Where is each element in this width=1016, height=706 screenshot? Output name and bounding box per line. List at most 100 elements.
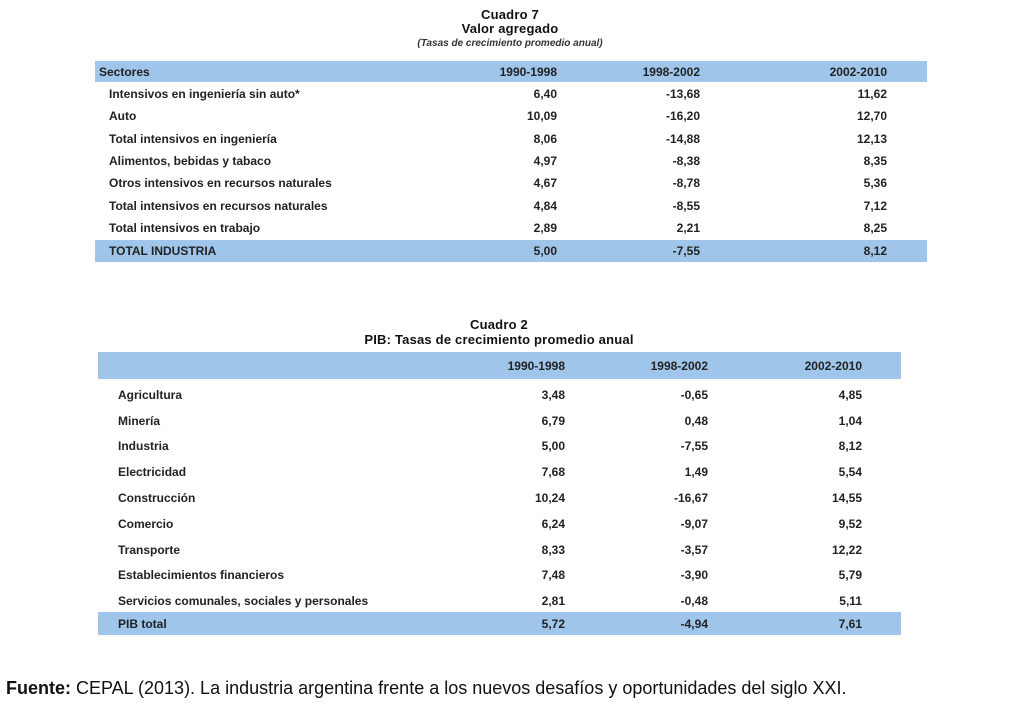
cell-value: 1998-2002 [650, 358, 708, 373]
cell-value: -0,65 [680, 387, 708, 402]
table1-subtitle: Valor agregado [461, 21, 559, 36]
table-row: Agricultura 3,48 -0,65 4,85 [98, 382, 901, 408]
cell-value: 6,40 [533, 87, 557, 102]
cell-value: -0,48 [680, 594, 708, 609]
cell-value: 5,36 [863, 176, 887, 191]
row-label: Sectores [99, 64, 150, 79]
table-row: Alimentos, bebidas y tabaco 4,97 -8,38 8,35 [95, 150, 927, 172]
table1-title: Cuadro 7 [481, 7, 539, 22]
table-row: Servicios comunales, sociales y personal… [98, 588, 901, 614]
cell-value: 10,24 [534, 491, 565, 506]
cell-value: 7,61 [838, 616, 862, 631]
cell-value: -14,88 [665, 131, 700, 146]
cell-value: 1990-1998 [499, 64, 557, 79]
cell-value: -7,55 [680, 439, 708, 454]
cell-value: 1,04 [838, 413, 862, 428]
cell-value: 5,54 [838, 465, 862, 480]
row-label: Alimentos, bebidas y tabaco [109, 154, 272, 169]
table-row: Establecimientos financieros 7,48 -3,90 5,7… [98, 563, 901, 589]
cell-value: 6,24 [541, 516, 565, 531]
cell-value: -3,90 [680, 568, 708, 583]
cell-value: 9,52 [838, 516, 862, 531]
table-row: Auto 10,09 -16,20 12,70 [95, 105, 927, 127]
total-row: TOTAL INDUSTRIA 5,00 -7,55 8,12 [95, 240, 927, 262]
cell-value: 11,62 [857, 87, 887, 102]
cell-value: 1990-1998 [507, 358, 565, 373]
cell-value: -3,57 [680, 542, 708, 557]
row-label: Otros intensivos en recursos naturales [109, 176, 332, 191]
cell-value: 3,48 [541, 387, 565, 402]
cell-value: -8,55 [672, 198, 700, 213]
cell-value: -16,20 [665, 109, 700, 124]
table-row: Construcción 10,24 -16,67 14,55 [98, 485, 901, 511]
cell-value: 2,89 [533, 220, 557, 235]
table-row: Total intensivos en recursos naturales 4,… [95, 195, 927, 217]
row-label: TOTAL INDUSTRIA [109, 244, 217, 258]
table2: 1990-1998 1998-2002 2002-2010 Agricultura 3,… [98, 352, 901, 636]
table1: Sectores 1990-1998 1998-2002 2002-2010 Inten… [95, 61, 927, 263]
cell-value: 8,12 [863, 244, 887, 258]
cell-value: 8,35 [863, 154, 887, 169]
cell-value: 14,55 [831, 491, 862, 506]
cell-value: 2002-2010 [829, 64, 887, 79]
row-label: Electricidad [118, 465, 187, 480]
table-row: Comercio 6,24 -9,07 9,52 [98, 511, 901, 537]
cell-value: -7,55 [672, 244, 700, 258]
table-row: Transporte 8,33 -3,57 12,22 [98, 537, 901, 563]
header-row: 1990-1998 1998-2002 2002-2010 [98, 352, 901, 379]
cell-value: -9,07 [680, 516, 708, 531]
table-row: Total intensivos en trabajo 2,89 2,21 8,25 [95, 217, 927, 239]
row-label: Industria [118, 439, 169, 454]
cell-value: -16,67 [673, 491, 708, 506]
cell-value: -8,38 [672, 154, 700, 169]
cell-value: 5,00 [533, 244, 557, 258]
total-row: PIB total 5,72 -4,94 7,61 [98, 612, 901, 635]
row-label: Construcción [118, 491, 196, 506]
cell-value: 10,09 [526, 109, 557, 124]
row-label: Total intensivos en recursos naturales [109, 198, 328, 213]
table-row: Intensivos en ingeniería sin auto* 6,40 -1… [95, 83, 927, 105]
cell-value: 12,22 [831, 542, 862, 557]
cell-value: 8,25 [863, 220, 887, 235]
row-label: Agricultura [118, 387, 183, 402]
cell-value: -8,78 [672, 176, 700, 191]
cell-value: 7,68 [541, 465, 565, 480]
cell-value: 4,67 [533, 176, 557, 191]
cell-value: 6,79 [541, 413, 565, 428]
cell-value: 7,48 [541, 568, 565, 583]
table1-note: (Tasas de crecimiento promedio anual) [417, 38, 603, 49]
table-row: Otros intensivos en recursos naturales 4,… [95, 172, 927, 194]
table-row: Electricidad 7,68 1,49 5,54 [98, 459, 901, 485]
table2-title: Cuadro 2 [470, 317, 528, 332]
cell-value: 2,81 [541, 594, 565, 609]
cell-value: 5,79 [838, 568, 862, 583]
cell-value: 8,33 [541, 542, 565, 557]
table-row: Industria 5,00 -7,55 8,12 [98, 434, 901, 460]
row-label: Total intensivos en ingeniería [109, 131, 277, 146]
cell-value: 8,06 [533, 131, 557, 146]
cell-value: 12,13 [856, 131, 887, 146]
row-label: Intensivos en ingeniería sin auto* [109, 87, 300, 102]
row-label: Total intensivos en trabajo [109, 220, 261, 235]
cell-value: 7,12 [863, 198, 887, 213]
row-label: Establecimientos financieros [118, 568, 285, 583]
source-label: Fuente: [6, 678, 71, 698]
cell-value: 2002-2010 [804, 358, 862, 373]
cell-value: 2,21 [676, 220, 700, 235]
source-text: CEPAL (2013). La industria argentina fre… [71, 678, 847, 698]
row-label: Minería [118, 413, 161, 428]
row-label: Servicios comunales, sociales y personal… [118, 594, 369, 609]
cell-value: 12,70 [856, 109, 887, 124]
cell-value: 8,12 [838, 439, 862, 454]
cell-value: 5,11 [839, 594, 862, 609]
cell-value: 5,72 [541, 616, 565, 631]
cell-value: 4,97 [533, 154, 557, 169]
table-row: Minería 6,79 0,48 1,04 [98, 408, 901, 434]
table2-subtitle: PIB: Tasas de crecimiento promedio anual [364, 332, 634, 347]
cell-value: -4,94 [680, 616, 708, 631]
table-row: Total intensivos en ingeniería 8,06 -14,88… [95, 128, 927, 150]
cell-value: -13,68 [665, 87, 700, 102]
cell-value: 5,00 [541, 439, 565, 454]
cell-value: 1998-2002 [642, 64, 700, 79]
cell-value: 1,49 [684, 465, 708, 480]
